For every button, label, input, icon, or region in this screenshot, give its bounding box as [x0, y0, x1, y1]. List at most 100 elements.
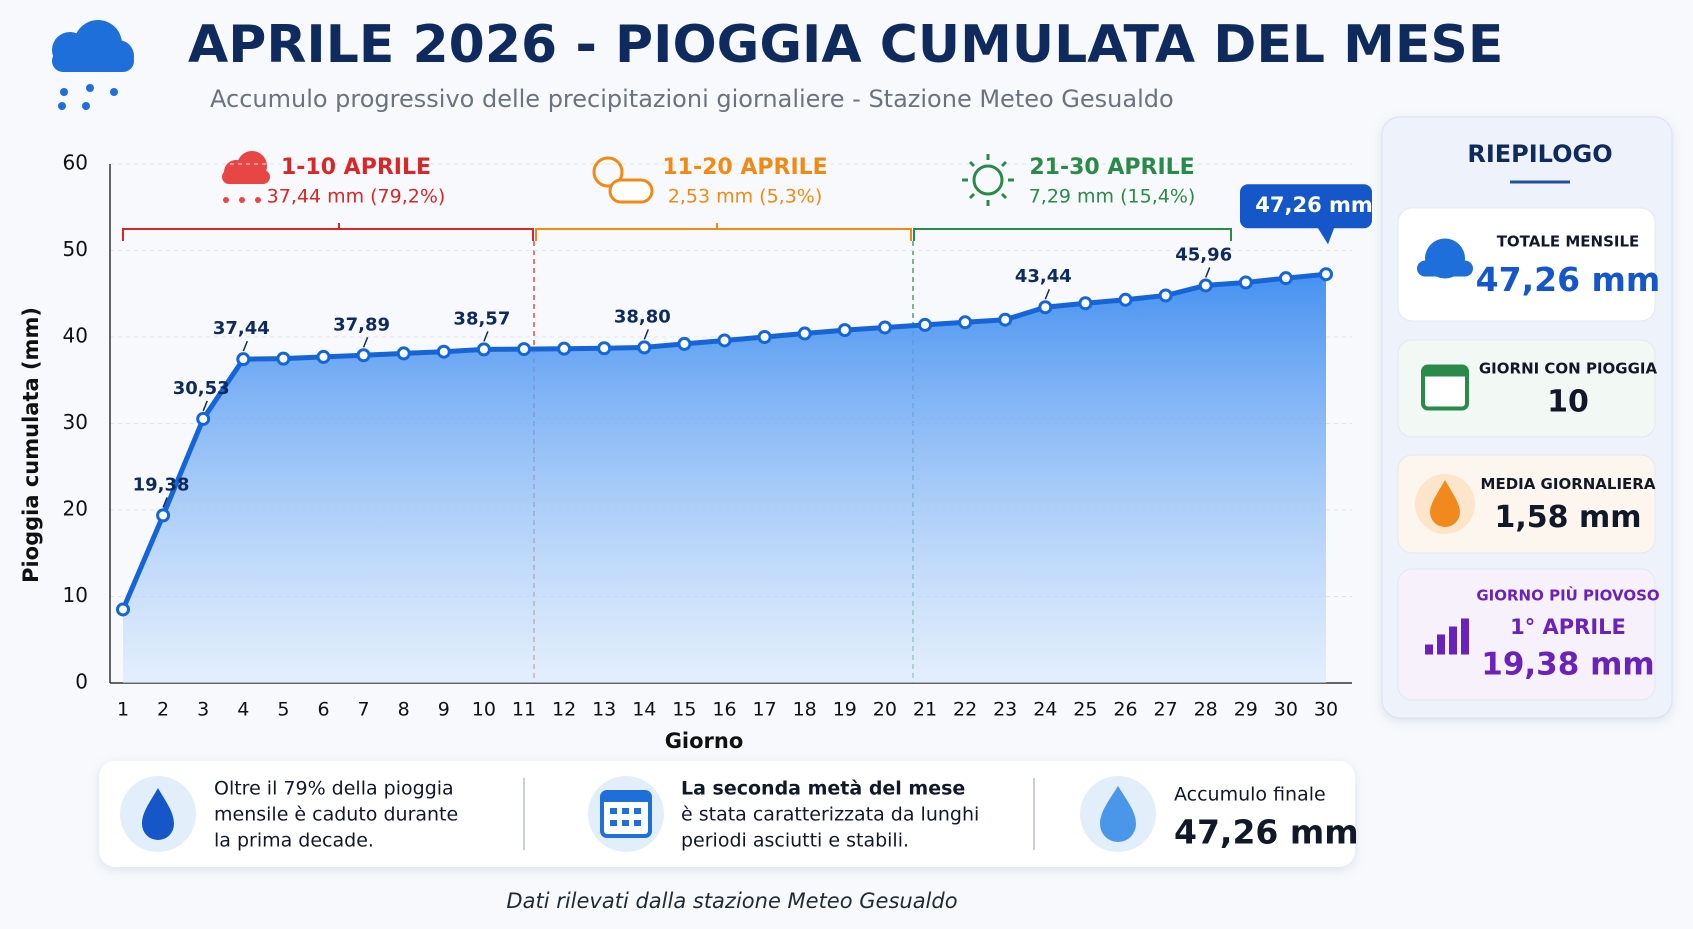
x-tick-label: 10	[472, 699, 496, 721]
x-tick-label: 28	[1194, 699, 1218, 721]
card-label: MEDIA GIORNALIERA	[1481, 475, 1656, 493]
x-tick-label: 27	[1154, 699, 1178, 721]
point	[476, 342, 491, 357]
value-label: 37,44	[213, 318, 270, 339]
value-label: 43,44	[1015, 266, 1072, 287]
summary-card	[1397, 568, 1656, 701]
point	[557, 341, 572, 356]
x-tick-label: 26	[1113, 699, 1137, 721]
summary-card	[1397, 339, 1656, 438]
note-text: mensile è caduto durante	[214, 804, 458, 826]
period-text: 7,29 mm (15,4%)	[1029, 186, 1196, 208]
y-tick-label: 10	[63, 583, 88, 607]
summary-title: RIEPILOGO	[1467, 140, 1612, 168]
x-tick-label: 19	[833, 699, 857, 721]
x-tick-label: 9	[438, 699, 450, 721]
x-tick-label: 20	[873, 699, 897, 721]
point	[1278, 271, 1293, 286]
x-tick-label: 30	[1314, 699, 1338, 721]
point	[1118, 292, 1133, 307]
point	[1078, 296, 1093, 311]
title: APRILE 2026 - PIOGGIA CUMULATA DEL MESE	[188, 15, 1503, 75]
y-tick-label: 0	[75, 670, 88, 694]
card-value: 19,38 mm	[1481, 647, 1654, 683]
point	[116, 602, 130, 617]
card-label: GIORNO PIÙ PIOVOSO	[1476, 586, 1659, 605]
note-text: Oltre il 79% della pioggia	[214, 778, 454, 800]
point	[1238, 275, 1253, 290]
point	[356, 348, 371, 363]
period-text: 2,53 mm (5,3%)	[668, 186, 823, 208]
callout	[1240, 184, 1372, 245]
point	[1319, 267, 1333, 282]
x-tick-label: 24	[1033, 699, 1057, 721]
value-label: 45,96	[1175, 244, 1232, 265]
card-sub: 1° APRILE	[1510, 615, 1626, 639]
card-icon	[1423, 366, 1467, 377]
value-label: 47,26 mm	[1255, 193, 1373, 217]
point	[196, 411, 211, 426]
notes-box	[99, 761, 1355, 867]
area	[123, 274, 1326, 683]
point	[837, 323, 852, 338]
card-icon	[1425, 644, 1433, 655]
y-tick-label: 20	[63, 497, 88, 521]
label-tick	[162, 497, 168, 508]
value-label: 38,80	[614, 306, 671, 327]
x-tick-label: 17	[753, 699, 777, 721]
y-tick-label: 50	[63, 237, 88, 261]
point	[757, 330, 772, 344]
label-tick	[643, 329, 649, 340]
period-icons	[222, 151, 1014, 206]
x-tick-label: 1	[117, 699, 129, 721]
point	[958, 315, 973, 330]
header-icon	[52, 20, 134, 110]
value-label: 38,57	[453, 308, 510, 329]
x-tick-label: 2	[157, 699, 169, 721]
note-icons	[120, 776, 1156, 852]
x-tick-label: 18	[793, 699, 817, 721]
note-text: è stata caratterizzata da lunghi	[681, 804, 979, 826]
x-tick-label: 22	[953, 699, 977, 721]
point	[918, 317, 932, 332]
y-tick-label: 30	[63, 410, 88, 434]
point	[677, 336, 692, 351]
card-label: TOTALE MENSILE	[1497, 232, 1640, 250]
x-tick-label: 23	[993, 699, 1017, 721]
x-tick-label: 25	[1073, 699, 1097, 721]
y-axis-label: Pioggia cumulata (mm)	[19, 307, 43, 583]
card-label: GIORNI CON PIOGGIA	[1479, 360, 1658, 378]
note-title: Accumulo finale	[1174, 784, 1326, 806]
point	[597, 341, 612, 356]
x-axis-label: Giorno	[665, 729, 744, 753]
label-tick	[202, 400, 208, 412]
point	[436, 344, 451, 359]
period-title: 11-20 APRILE	[662, 155, 827, 180]
point	[998, 312, 1013, 327]
note-value: 47,26 mm	[1174, 813, 1359, 852]
x-tick-label: 6	[317, 699, 329, 721]
x-tick-label: 8	[398, 699, 410, 721]
label-tick	[483, 331, 489, 342]
x-tick-label: 13	[592, 699, 616, 721]
card-value: 10	[1547, 385, 1589, 420]
point	[396, 346, 411, 361]
x-tick-label: 5	[277, 699, 289, 721]
note-text: la prima decade.	[214, 830, 374, 852]
point	[276, 351, 291, 366]
x-tick-label: 15	[672, 699, 696, 721]
footer: Dati rilevati dalla stazione Meteo Gesua…	[506, 889, 957, 913]
card-icon	[1449, 626, 1457, 655]
subtitle: Accumulo progressivo delle precipitazion…	[210, 85, 1174, 113]
value-label: 37,89	[333, 314, 390, 335]
point	[637, 340, 652, 355]
x-tick-label: 16	[712, 699, 736, 721]
card-value: 47,26 mm	[1476, 260, 1661, 299]
period-text: 37,44 mm (79,2%)	[267, 186, 446, 208]
label-tick	[1205, 267, 1211, 278]
note-title: La seconda metà del mese	[681, 778, 965, 800]
x-tick-label: 12	[552, 699, 576, 721]
point	[517, 342, 531, 357]
